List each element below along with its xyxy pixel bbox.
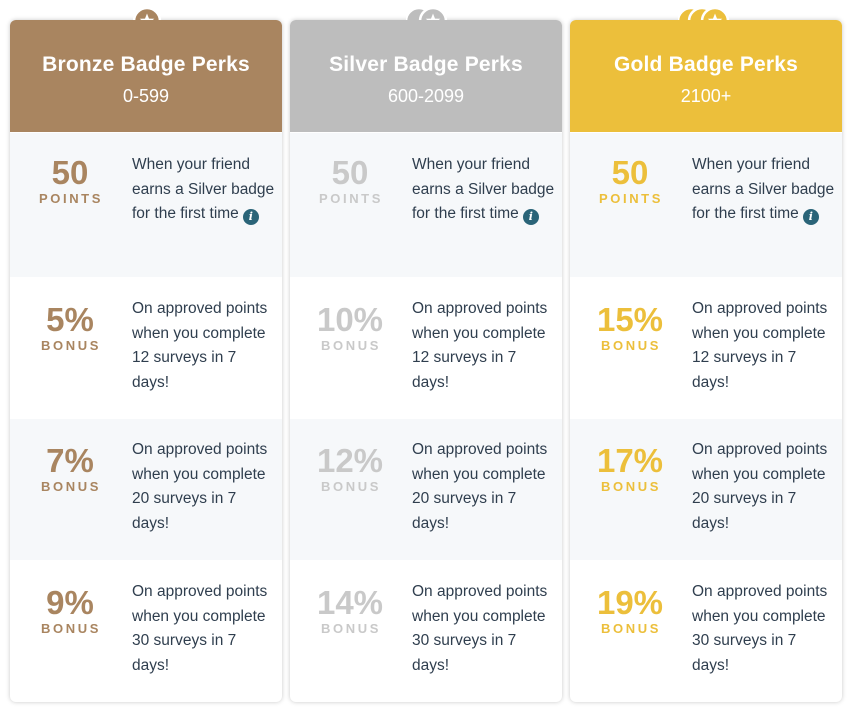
referral-perk-row: 50 POINTS When your friend earns a Silve…: [10, 132, 282, 277]
gold-card-header: Gold Badge Perks 2100+: [570, 20, 842, 132]
perk-unit: BONUS: [321, 479, 381, 494]
perk-description: On approved points when you complete 30 …: [692, 583, 828, 674]
perk-description: On approved points when you complete 30 …: [412, 583, 548, 674]
perk-amount: 12%: [316, 442, 384, 479]
bonus-perk-row: 15% BONUS On approved points when you co…: [570, 277, 842, 418]
bronze-points-range: 0-599: [122, 86, 170, 106]
gold-card-title: Gold Badge Perks: [613, 53, 799, 76]
perk-amount: 10%: [316, 301, 384, 338]
perk-amount: 7%: [46, 442, 94, 479]
perk-unit: BONUS: [601, 621, 661, 636]
perk-amount: 50: [51, 154, 89, 191]
gold-points-range: 2100+: [680, 86, 732, 106]
perk-amount: 17%: [596, 442, 664, 479]
bronze-card-header: Bronze Badge Perks 0-599: [10, 20, 282, 132]
perk-description: When your friend earns a Silver badge fo…: [132, 156, 275, 225]
perk-amount: 14%: [316, 584, 384, 621]
perk-description: On approved points when you complete 20 …: [412, 441, 548, 532]
bonus-perk-row: 5% BONUS On approved points when you com…: [10, 277, 282, 418]
perk-amount: 50: [611, 154, 649, 191]
silver-card-header: Silver Badge Perks 600-2099: [290, 20, 562, 132]
perk-amount: 19%: [596, 584, 664, 621]
bonus-perk-row: 17% BONUS On approved points when you co…: [570, 418, 842, 560]
perk-amount: 15%: [596, 301, 664, 338]
perk-description: On approved points when you complete 12 …: [692, 300, 828, 391]
bonus-perk-row: 7% BONUS On approved points when you com…: [10, 418, 282, 560]
bronze-card-title: Bronze Badge Perks: [42, 53, 250, 76]
perk-description: On approved points when you complete 12 …: [412, 300, 548, 391]
perk-unit: BONUS: [321, 621, 381, 636]
perk-unit: BONUS: [41, 338, 101, 353]
bonus-perk-row: 12% BONUS On approved points when you co…: [290, 418, 562, 560]
perk-description: On approved points when you complete 20 …: [132, 441, 268, 532]
perk-unit: BONUS: [321, 338, 381, 353]
perk-amount: 5%: [46, 301, 94, 338]
perk-unit: POINTS: [39, 191, 103, 206]
perk-unit: BONUS: [601, 479, 661, 494]
info-icon[interactable]: i: [802, 209, 819, 225]
perk-unit: BONUS: [41, 479, 101, 494]
bonus-perk-row: 10% BONUS On approved points when you co…: [290, 277, 562, 418]
info-icon[interactable]: i: [242, 209, 259, 225]
referral-perk-row: 50 POINTS When your friend earns a Silve…: [570, 132, 842, 277]
referral-perk-row: 50 POINTS When your friend earns a Silve…: [290, 132, 562, 277]
perk-description: When your friend earns a Silver badge fo…: [412, 156, 555, 225]
perk-description: On approved points when you complete 20 …: [692, 441, 828, 532]
info-icon[interactable]: i: [522, 209, 539, 225]
perk-amount: 50: [331, 154, 369, 191]
perk-unit: BONUS: [601, 338, 661, 353]
bonus-perk-row: 14% BONUS On approved points when you co…: [290, 560, 562, 702]
silver-card-title: Silver Badge Perks: [329, 53, 523, 76]
perk-description: On approved points when you complete 30 …: [132, 583, 268, 674]
perk-amount: 9%: [46, 584, 94, 621]
perk-description: On approved points when you complete 12 …: [132, 300, 268, 391]
perk-unit: POINTS: [319, 191, 383, 206]
perk-unit: POINTS: [599, 191, 663, 206]
silver-points-range: 600-2099: [387, 86, 465, 106]
gold-perks-card: Gold Badge Perks 2100+ 50 POINTS When yo…: [570, 6, 842, 702]
perk-description: When your friend earns a Silver badge fo…: [692, 156, 835, 225]
bonus-perk-row: 19% BONUS On approved points when you co…: [570, 560, 842, 702]
perk-unit: BONUS: [41, 621, 101, 636]
bronze-perks-card: Bronze Badge Perks 0-599 50 POINTS When …: [10, 6, 282, 702]
silver-perks-card: Silver Badge Perks 600-2099 50 POINTS Wh…: [290, 6, 562, 702]
bonus-perk-row: 9% BONUS On approved points when you com…: [10, 560, 282, 702]
